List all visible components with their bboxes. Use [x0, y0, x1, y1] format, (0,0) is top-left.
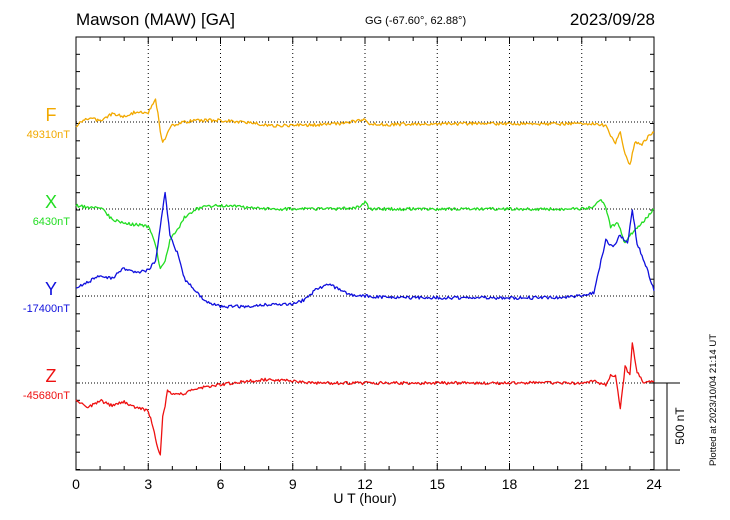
x-tick-label: 24 [646, 476, 662, 492]
x-tick-label: 12 [357, 476, 373, 492]
scale-bar: 500 nT [654, 382, 687, 471]
series-line-f [75, 98, 655, 165]
x-axis-label: U T (hour) [333, 490, 396, 506]
grid-lines [147, 37, 583, 470]
x-tick-label: 0 [72, 476, 80, 492]
series-name-z: Z [46, 366, 57, 386]
coordinates-label: GG (-67.60°, 62.88°) [365, 15, 466, 27]
series-line-x [75, 199, 655, 270]
series-baseline-z: -45680nT [23, 390, 70, 402]
station-title: Mawson (MAW) [GA] [76, 10, 235, 29]
series-baseline-f: 49310nT [27, 129, 71, 141]
series-line-z [75, 342, 655, 456]
series-baseline-y: -17400nT [23, 303, 70, 315]
x-tick-label: 15 [429, 476, 445, 492]
x-tick-label: 18 [502, 476, 518, 492]
series-line-y [75, 191, 655, 309]
series-baseline-x: 6430nT [33, 216, 71, 228]
series-name-x: X [45, 192, 57, 212]
date-label: 2023/09/28 [570, 10, 655, 29]
series-lines [75, 98, 655, 456]
plotted-at-note: Plotted at 2023/10/04 21:14 UT [708, 334, 719, 466]
x-tick-label: 9 [289, 476, 297, 492]
axis-ticks [75, 36, 655, 470]
x-tick-labels: 0 3 6 9 12 15 18 21 24 [72, 476, 662, 492]
x-tick-label: 3 [144, 476, 152, 492]
x-tick-label: 6 [217, 476, 225, 492]
series-name-f: F [46, 105, 57, 125]
x-tick-label: 21 [574, 476, 590, 492]
scale-bar-label: 500 nT [673, 407, 687, 445]
series-name-y: Y [45, 279, 57, 299]
series-labels: F 49310nT X 6430nT Y -17400nT Z -45680nT [23, 105, 70, 402]
